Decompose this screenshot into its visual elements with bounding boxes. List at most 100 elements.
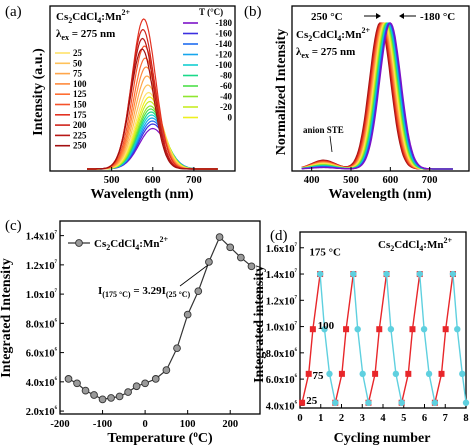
panel-c-data-point [64, 375, 73, 383]
panel-d-cooling-point [359, 370, 366, 378]
panel-c-data-point [124, 388, 132, 396]
panel-c-series-line [68, 236, 252, 401]
panel-c-x-ticks: -200 -100 0 100 200 [50, 410, 238, 430]
panel-b-ste-label: anion STE [303, 125, 344, 135]
panel-a-excitation-label: λex = 275 nm [56, 28, 115, 42]
panel-d-cooling-line [352, 273, 370, 403]
panel-c-y-axis-label: Integrated Intensity [0, 258, 14, 377]
panel-d-heating-point [442, 326, 449, 333]
panel-c-ratio-label: I(175 °C) = 3.29I(25 °C) [98, 285, 191, 299]
panel-c-y-tick-label: 6.0x10⁶ [26, 346, 58, 360]
panel-d-cooling-point [316, 270, 324, 278]
panel-a-legend-entry: 225 [73, 130, 87, 140]
panel-d-x-tick-label: 6 [422, 413, 427, 424]
panel-b-ste-pointer [329, 135, 333, 153]
panel-d-x-tick-label: 2 [339, 413, 344, 424]
panel-a-legend-entry: -80 [220, 71, 232, 81]
panel-d-cooling-point [332, 399, 339, 406]
panel-d-cooling-point [350, 270, 357, 278]
panel-a-legend-entry: 175 [73, 110, 87, 120]
panel-d-heating-line [334, 273, 354, 403]
panel-b-curve [301, 22, 453, 170]
panel-a-legend-entry: 125 [73, 89, 87, 99]
panel-a-curves [87, 18, 218, 170]
panel-d-heating-point [409, 326, 416, 333]
panel-a-x-tick-label: 500 [104, 175, 120, 186]
panel-c-y-tick-label: 8.0x10⁶ [26, 316, 58, 330]
panel-d-cooling-point [383, 270, 390, 278]
panel-d-cooling-point [425, 370, 433, 378]
panel-a-legend-entry: -20 [220, 102, 232, 112]
panel-c-legend-marker [75, 239, 83, 247]
panel-c-data-point [141, 379, 149, 388]
panel-b-x-tick-label: 500 [343, 175, 359, 186]
panel-d-heating-point [405, 370, 412, 377]
panel-d-cooling-line [419, 273, 436, 403]
panel-d-x-axis-label: Cycling number [334, 431, 431, 446]
panel-d-heating-point [376, 326, 383, 333]
panel-d-cycling: (d) 4.0x10⁶ 6.0x10⁶ 8.0x10⁶ 1.0x10⁷ 1.2x10⁷ 1… [252, 228, 470, 446]
panel-b-curves [301, 22, 453, 170]
panel-a-curve-0 [87, 96, 218, 170]
panel-d-cooling-point [462, 399, 470, 406]
panel-b-label: (b) [244, 4, 262, 20]
panel-c-x-tick-label: -100 [93, 419, 112, 430]
panel-c-data-point [183, 310, 192, 319]
panel-a-legend-entry: 250 [73, 141, 87, 151]
panel-d-heating-point [299, 399, 306, 406]
panel-d-heating-line [401, 273, 421, 403]
panel-c-data-point [98, 395, 107, 404]
panel-d-x-tick-label: 5 [401, 413, 406, 424]
panel-c-frame [59, 220, 261, 415]
panel-a-legend-entry: -120 [216, 50, 233, 60]
panel-a-curve-250 [87, 48, 218, 170]
panel-d-series [299, 270, 470, 406]
panel-c-data-point [115, 392, 124, 401]
panel-b-arrow-right-head [376, 13, 381, 19]
panel-a-curve-25 [87, 91, 218, 170]
panel-d-x-tick-label: 1 [318, 413, 323, 424]
panel-c-data-point [226, 243, 235, 252]
panel-d-heating-point [343, 326, 350, 333]
panel-d-x-ticks: 0 1 2 3 4 5 6 7 8 [297, 404, 469, 424]
panel-c-data-point [205, 258, 213, 266]
panel-d-x-tick-label: 8 [463, 413, 468, 424]
panel-d-heating-point [338, 370, 345, 377]
panel-a-y-axis-label: Intensity (a.u.) [31, 48, 46, 136]
panel-c-x-tick-label: 100 [180, 419, 196, 430]
panel-d-y-tick-label: 1.4x10⁷ [266, 267, 298, 281]
panel-c-label: (c) [5, 218, 22, 234]
panel-b-x-tick-label: 400 [304, 175, 320, 186]
panel-c-integrated: (c) 2.0x10⁶ 4.0x10⁶ 6.0x10⁶ 8.0x10⁶ 1.0x10⁷ 1… [0, 218, 261, 446]
panel-c-ratio-pointer [179, 264, 209, 287]
panel-d-x-tick-label: 4 [380, 413, 386, 424]
panel-d-y-ticks: 4.0x10⁶ 6.0x10⁶ 8.0x10⁶ 1.0x10⁷ 1.2x10⁷ 1.4x1… [266, 241, 304, 412]
panel-a-legend-entry: 25 [73, 48, 83, 58]
panel-b-y-axis-label: Normalized Intensity [274, 29, 289, 155]
panel-c-data-point [173, 344, 181, 353]
panel-a-label: (a) [5, 4, 22, 20]
panel-d-heating-line [301, 273, 321, 403]
panel-d-cooling-line [452, 273, 467, 403]
panel-a-legend-entry: -60 [220, 81, 232, 91]
panel-a-curve--100 [87, 114, 218, 170]
panel-d-x-tick-label: 7 [443, 413, 448, 424]
panel-d-x-tick-label: 3 [360, 413, 365, 424]
panel-a-legend-entry: -140 [216, 39, 233, 49]
panel-a-legend-entry: 50 [73, 58, 83, 68]
panel-c-y-ticks: 2.0x10⁶ 4.0x10⁶ 6.0x10⁶ 8.0x10⁶ 1.0x10⁷ 1.2x1… [26, 229, 64, 418]
panel-c-x-tick-label: 0 [142, 419, 147, 430]
panel-d-y-tick-label: 1.2x10⁷ [266, 293, 298, 307]
panel-c-series [64, 233, 256, 404]
panel-d-temperature-label: 25 [306, 395, 318, 407]
panel-b-x-ticks: 400 500 600 700 [304, 167, 438, 186]
panel-a-material-label: Cs2CdCl4:Mn2+ [56, 8, 130, 25]
panel-c-data-point [215, 233, 224, 241]
panel-a-spectra: (a) 500 600 700 Wavelength (nm) Intensity … [5, 4, 236, 202]
panel-a-legend-entry: 100 [73, 79, 87, 89]
panel-a-x-tick-label: 700 [186, 175, 202, 186]
panel-d-cooling-point [321, 325, 328, 333]
panel-d-temperature-labels: 25 75 100 175 °C [306, 247, 341, 407]
panel-a-curve--160 [87, 123, 218, 170]
